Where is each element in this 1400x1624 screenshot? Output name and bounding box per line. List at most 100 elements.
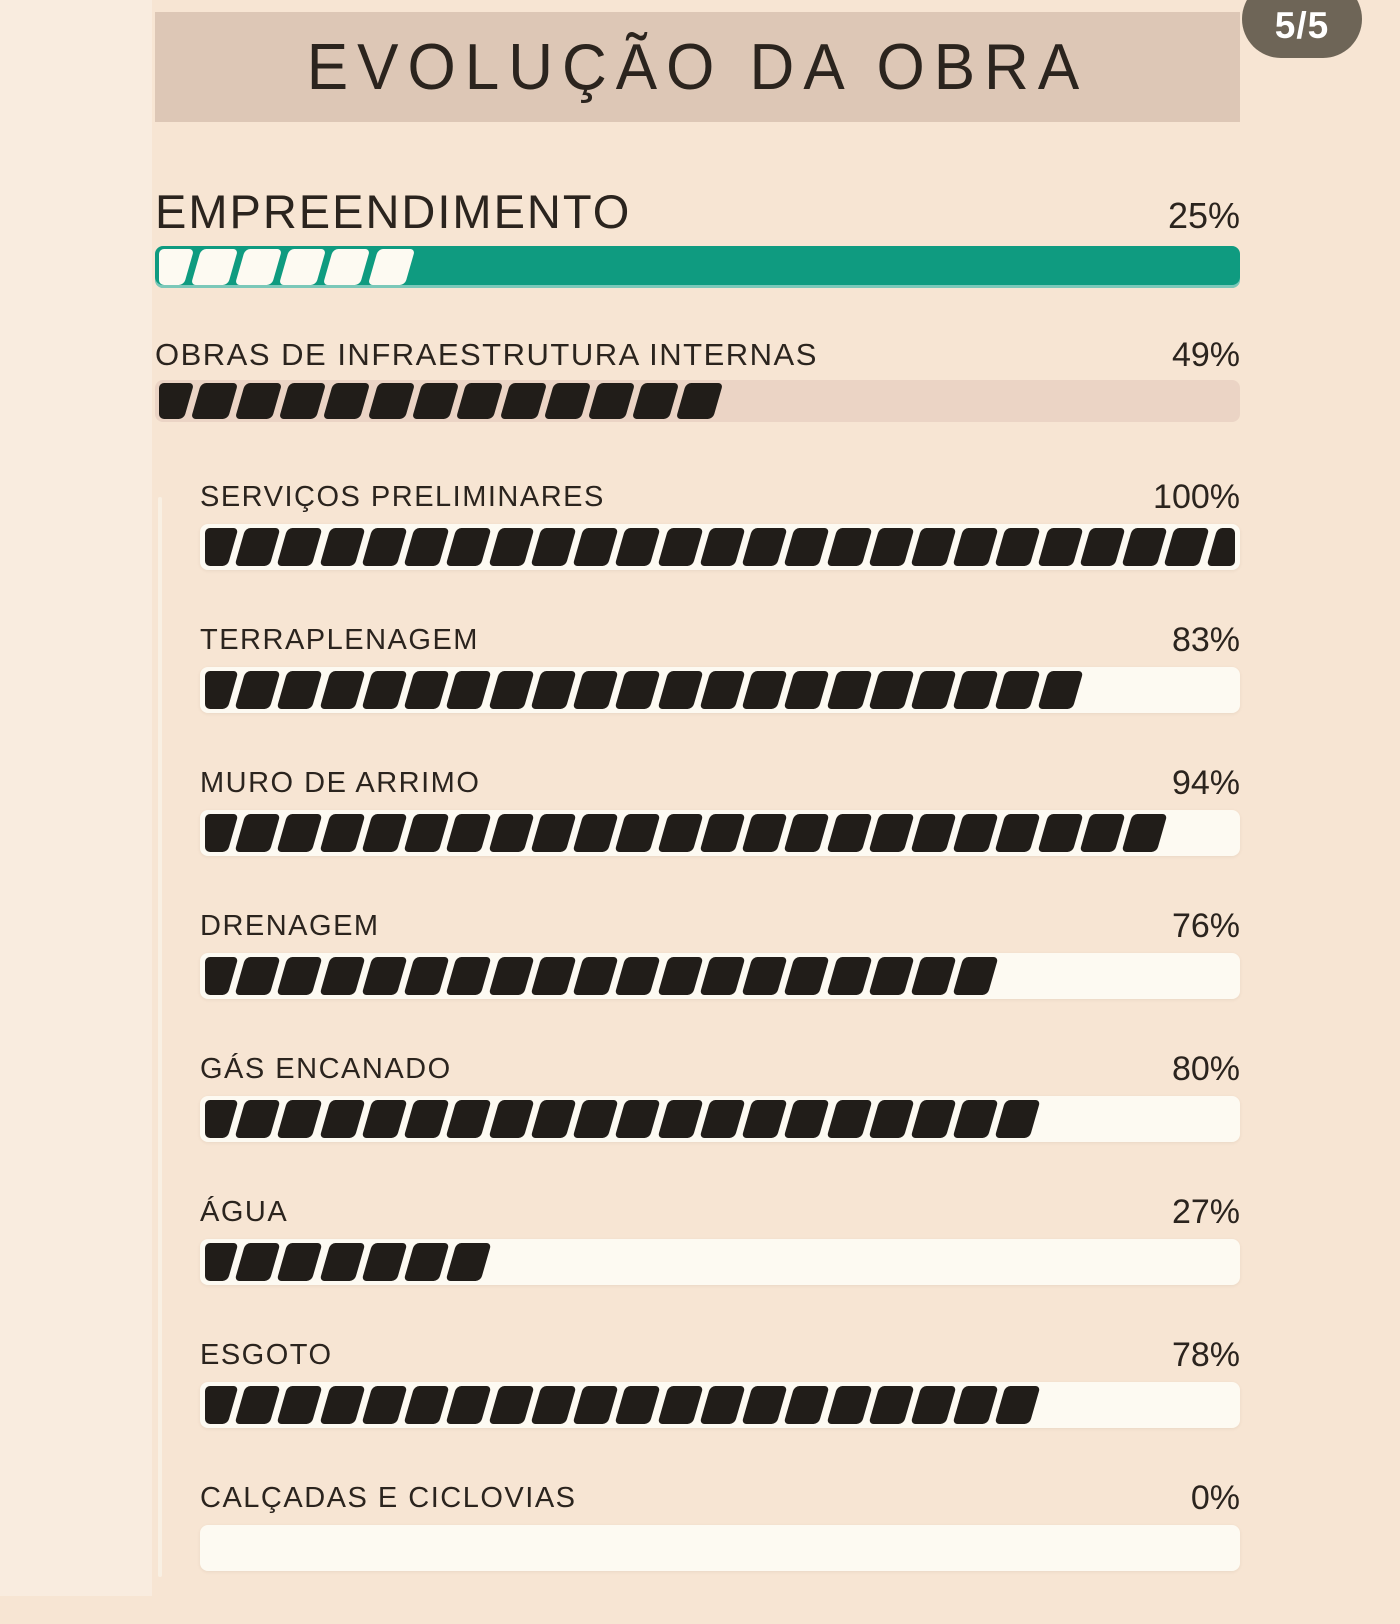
bar-percent: 100% [1153,478,1240,516]
progress-segment [657,671,704,709]
progress-segment [868,1386,915,1424]
bar-label-row: TERRAPLENAGEM 83% [200,623,1240,657]
progress-segment [234,1100,281,1138]
progress-segment [488,814,535,852]
progress-segment [910,1386,957,1424]
progress-track-empreendimento [155,246,1240,288]
progress-track-2 [200,810,1240,856]
progress-segment [657,957,704,995]
bar-percent: 76% [1171,907,1240,945]
progress-section-infraestrutura: OBRAS DE INFRAESTRUTURA INTERNAS 49% [155,336,1240,422]
progress-segment [190,249,239,285]
progress-segment [910,957,957,995]
bar-percent: 78% [1171,1336,1240,1374]
progress-segment [1037,528,1084,566]
progress-segment [411,383,459,419]
progress-fill-clip [205,814,1235,852]
progress-segment [614,671,662,709]
progress-segment [361,528,408,566]
progress-row: SERVIÇOS PRELIMINARES 100% [200,480,1240,570]
progress-segment [910,1100,957,1138]
progress-segment [205,1100,239,1138]
progress-segment [488,528,535,566]
progress-segment [1121,528,1168,566]
progress-track-7 [200,1525,1240,1571]
progress-segment [572,1100,619,1138]
bar-percent: 27% [1171,1193,1240,1231]
progress-segment [319,1243,366,1281]
progress-row: DRENAGEM 76% [200,909,1240,999]
page-indicator-badge: 5/5 [1242,0,1362,58]
progress-segment [952,528,999,566]
progress-segment [403,1386,450,1424]
progress-segment [499,383,548,419]
progress-segment [277,1100,324,1138]
progress-fill [205,528,1235,566]
progress-row: GÁS ENCANADO 80% [200,1052,1240,1142]
progress-segment [741,1386,788,1424]
progress-segment [699,528,746,566]
progress-segment [403,814,450,852]
progress-segment [572,1386,619,1424]
progress-segment [543,383,592,419]
progress-segment [361,1243,408,1281]
progress-segment [403,1100,450,1138]
progress-segment [657,1386,704,1424]
progress-segment [403,671,450,709]
progress-segment [1079,528,1126,566]
bar-percent: 49% [1171,336,1240,374]
progress-segment [868,1100,915,1138]
progress-segment [614,528,662,566]
title-banner: EVOLUÇÃO DA OBRA [155,12,1240,122]
progress-segment [868,528,915,566]
bar-label: EMPREENDIMENTO [155,185,632,238]
progress-fill-clip [205,528,1235,566]
progress-segment [657,1100,704,1138]
bar-label: ÁGUA [200,1196,289,1228]
progress-segment [699,1100,746,1138]
sub-section-connector-line [158,497,162,1577]
progress-segment [952,1100,999,1138]
progress-segment [614,957,662,995]
progress-segment [699,1386,746,1424]
bar-label: OBRAS DE INFRAESTRUTURA INTERNAS [155,337,818,372]
progress-track-5 [200,1239,1240,1285]
progress-segment [699,671,746,709]
progress-segment [657,528,704,566]
progress-segment [741,957,788,995]
progress-segment [995,528,1042,566]
progress-segment [530,957,577,995]
progress-segment [1037,814,1084,852]
progress-row: CALÇADAS E CICLOVIAS 0% [200,1481,1240,1571]
progress-segment [279,383,327,419]
progress-segment [826,1100,873,1138]
bar-label-row: GÁS ENCANADO 80% [200,1052,1240,1086]
progress-segment [319,957,366,995]
progress-segment [367,249,415,285]
progress-segment [361,1100,408,1138]
progress-segment [279,249,327,285]
progress-segment [530,671,577,709]
progress-segment [910,814,957,852]
progress-segment [699,814,746,852]
progress-segment [403,1243,450,1281]
progress-segment [205,528,239,566]
bar-percent: 94% [1171,764,1240,802]
bar-label: DRENAGEM [200,910,380,942]
progress-segment [1079,814,1126,852]
progress-segment [657,814,704,852]
progress-row: ESGOTO 78% [200,1338,1240,1428]
progress-segment [277,814,324,852]
progress-segment [826,528,873,566]
progress-segment [614,1386,662,1424]
progress-segment [995,1386,1042,1424]
bar-label: TERRAPLENAGEM [200,624,479,656]
page-title: EVOLUÇÃO DA OBRA [306,31,1089,103]
bar-label-row: MURO DE ARRIMO 94% [200,766,1240,800]
progress-fill [205,814,1235,852]
progress-fill [159,249,1236,285]
bar-label: GÁS ENCANADO [200,1053,452,1085]
progress-segment [361,814,408,852]
progress-segment [587,383,636,419]
progress-row: TERRAPLENAGEM 83% [200,623,1240,713]
